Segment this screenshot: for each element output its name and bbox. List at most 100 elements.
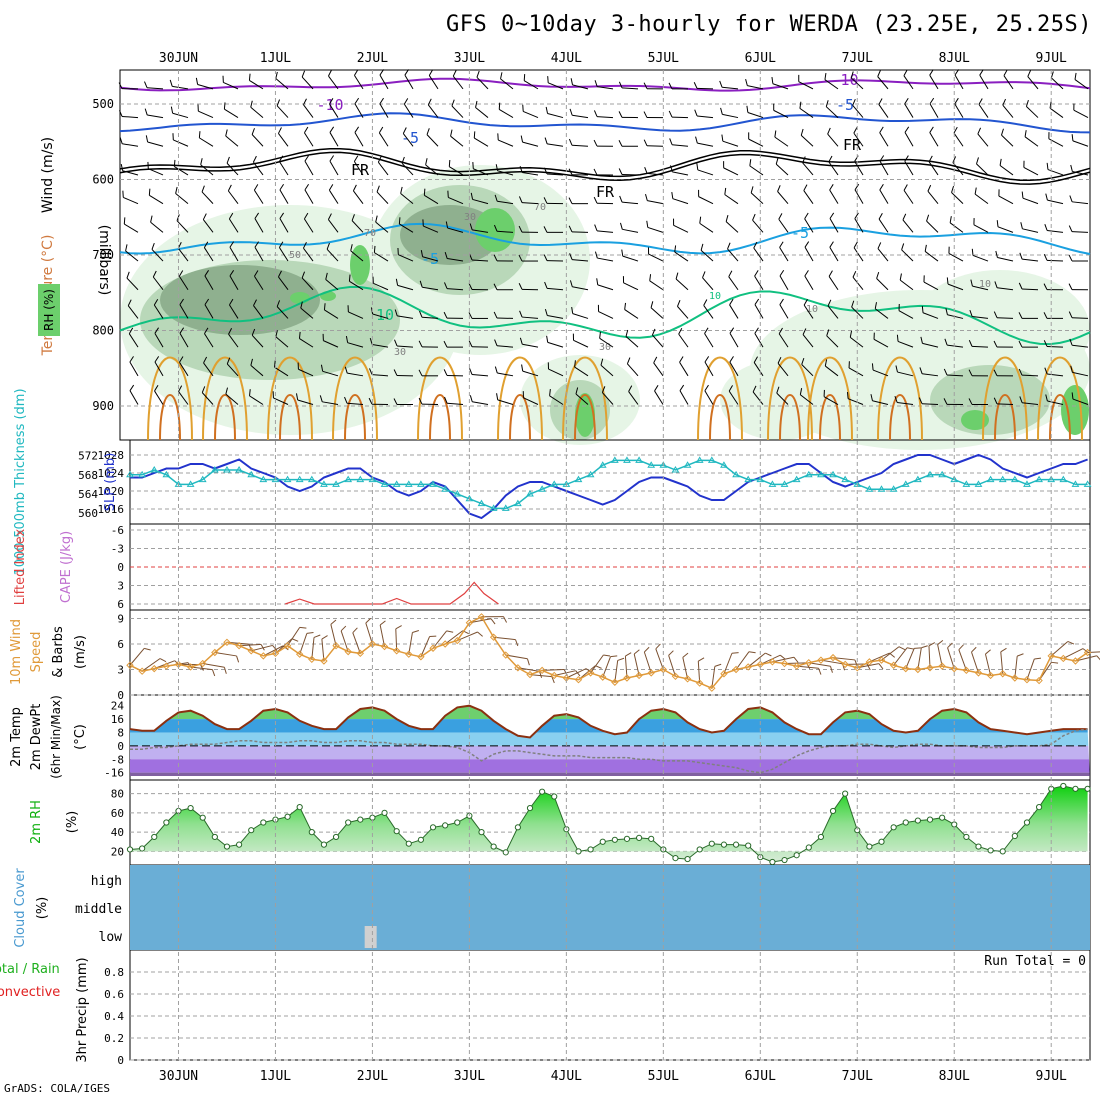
wind-barb-flag: [879, 126, 884, 133]
wind-barb-staff: [677, 306, 689, 319]
wind-barb: [452, 69, 464, 90]
wind10m-barb: [655, 643, 664, 670]
wind-barb-staff: [229, 275, 239, 290]
wind10m-barb-flag: [1034, 657, 1042, 660]
wind-barb: [995, 250, 1014, 262]
wind-barb: [1027, 70, 1039, 90]
wind-barb: [204, 298, 214, 319]
wind-barb-flag: [300, 301, 303, 309]
wind-barb: [228, 212, 239, 233]
wind-barb-staff: [728, 390, 739, 405]
thickness-marker: [1047, 475, 1056, 483]
wind-barb-flag: [549, 389, 551, 396]
wind-barb-flag: [801, 357, 805, 365]
wind-barb-staff: [123, 196, 139, 205]
wind-barb-staff: [497, 170, 514, 176]
wind-barb: [203, 241, 214, 262]
wind-barb-staff: [126, 277, 139, 291]
wind-barb-flag: [599, 331, 601, 339]
isotherm-warm-loop: [202, 356, 248, 441]
wind-barb: [1043, 283, 1064, 291]
wind-barb: [829, 184, 839, 204]
wind-barb: [1069, 195, 1089, 205]
wind-barb-flag: [870, 394, 873, 401]
wind-barb-flag: [923, 275, 925, 283]
wind10m-marker: [611, 678, 619, 686]
wind-barb-flag: [977, 127, 982, 135]
wind10m-barb-flag: [921, 645, 928, 649]
rh2m-marker: [769, 858, 776, 866]
wind-barb-flag: [1025, 99, 1029, 107]
wind-barb-flag: [999, 158, 1002, 166]
wind-barb-flag: [626, 357, 631, 365]
wind10m-marker: [962, 666, 971, 675]
wind10m-barb: [529, 674, 555, 684]
wind10m-marker: [1011, 674, 1019, 682]
wind10m-barb-flag: [617, 657, 625, 661]
wind-barb-staff: [879, 160, 889, 176]
wind-barb-flag: [593, 196, 598, 204]
temp-band: [130, 732, 1090, 746]
wind-barb-staff: [971, 345, 989, 348]
rh2m-tick-label: 60: [111, 807, 124, 820]
wind-barb-staff: [372, 313, 389, 319]
wind-barb-flag: [251, 128, 255, 135]
wind-barb: [801, 357, 814, 377]
wind-barb-staff: [450, 135, 464, 147]
wind-barb: [728, 385, 739, 405]
wind-barb: [549, 389, 564, 405]
wind-barb-flag: [323, 303, 326, 310]
wind-barb-staff: [122, 170, 139, 176]
wind-barb-staff: [949, 222, 964, 233]
wind-barb-flag: [773, 103, 775, 111]
wind-barb-flag: [899, 273, 902, 281]
wind10m-barb-flag: [625, 652, 632, 657]
wind-barb-flag: [404, 69, 409, 76]
contour-label: 10: [806, 304, 818, 315]
wind-barb: [418, 340, 439, 348]
wind-barb-staff: [1047, 229, 1064, 233]
rh2m-marker: [235, 841, 243, 848]
wind-barb: [594, 80, 614, 90]
wind-barb-flag: [871, 363, 874, 371]
bottom-day-label: 30JUN: [159, 1069, 198, 1084]
wind-barb-staff: [825, 365, 839, 377]
wind-barb-flag: [328, 69, 332, 77]
wind10m-barb: [1014, 653, 1024, 679]
wind-barb: [276, 300, 289, 319]
wind-barb: [276, 99, 289, 118]
temp2m-tick-label: 24: [111, 700, 125, 713]
wind-barb: [145, 135, 164, 147]
wind10m-barb-flag: [159, 658, 167, 663]
wind-barb-staff: [697, 115, 714, 119]
wind-barb: [154, 327, 164, 348]
wind-barb-flag: [544, 281, 548, 289]
thickness-marker: [635, 456, 643, 463]
wind-barb: [275, 71, 289, 90]
wind-barb-staff: [947, 314, 964, 319]
wind-barb-staff: [547, 315, 564, 319]
wind-barb-flag: [226, 156, 230, 164]
wind-barb: [993, 311, 1014, 319]
wind-barb-staff: [622, 255, 639, 262]
thickness-marker: [817, 470, 825, 478]
wind10m-barb-flag: [299, 626, 307, 629]
wind-barb-flag: [277, 127, 282, 134]
wind-barb-flag: [825, 100, 829, 107]
wind-barb: [493, 311, 514, 319]
rh2m-marker: [587, 846, 594, 853]
rh2m-marker: [708, 840, 715, 847]
wind-barb: [545, 106, 564, 119]
wind-barb-staff: [547, 113, 564, 119]
wind-barb-flag: [1000, 128, 1004, 136]
wind-barb-flag: [518, 283, 523, 290]
wind-barb: [853, 127, 864, 147]
wind10m-barb: [928, 642, 936, 668]
wind-barb-staff: [304, 132, 314, 147]
wind-barb-staff: [673, 224, 689, 233]
wind-barb: [443, 340, 463, 348]
wind-barb-staff: [854, 189, 864, 204]
wind-barb-flag: [327, 213, 332, 220]
wind-barb-staff: [354, 132, 364, 147]
thickness-marker: [283, 475, 292, 483]
